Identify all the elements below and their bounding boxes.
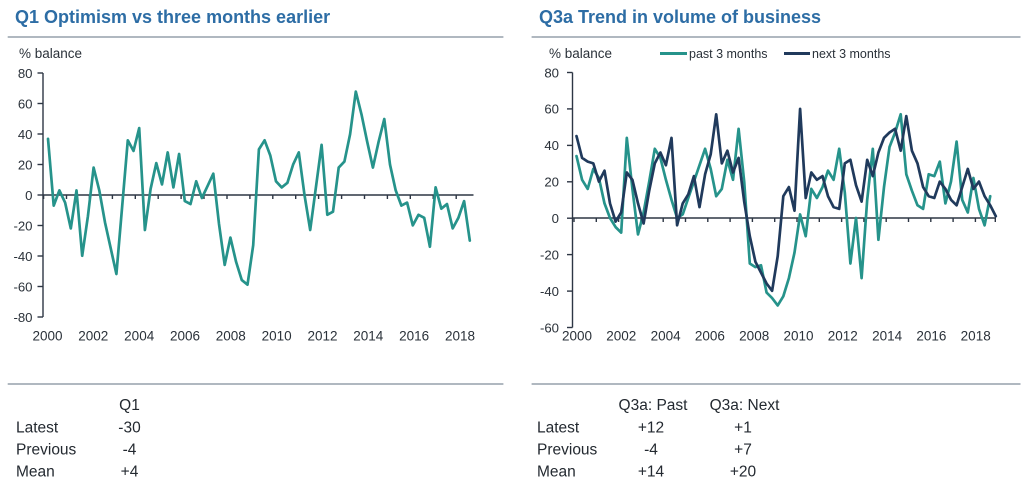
svg-text:2018: 2018 [961, 329, 991, 344]
svg-text:2004: 2004 [651, 329, 682, 344]
svg-text:Q3a: Next: Q3a: Next [710, 397, 780, 414]
svg-text:Q1 Optimism vs three months ea: Q1 Optimism vs three months earlier [15, 7, 330, 27]
svg-text:Q3a: Past: Q3a: Past [619, 397, 689, 414]
svg-text:+20: +20 [730, 464, 757, 481]
svg-text:+7: +7 [734, 442, 752, 459]
svg-text:-40: -40 [540, 284, 559, 299]
svg-text:2012: 2012 [828, 329, 858, 344]
svg-text:-40: -40 [13, 249, 32, 264]
svg-text:-20: -20 [540, 247, 559, 262]
svg-text:80: 80 [18, 66, 33, 81]
svg-text:2002: 2002 [606, 329, 636, 344]
svg-text:Latest: Latest [537, 419, 580, 436]
svg-text:% balance: % balance [19, 46, 82, 61]
svg-text:2012: 2012 [307, 329, 337, 344]
svg-text:20: 20 [544, 175, 559, 190]
svg-text:60: 60 [18, 96, 33, 111]
svg-text:80: 80 [544, 65, 559, 80]
svg-text:-4: -4 [644, 442, 658, 459]
svg-text:-60: -60 [13, 279, 32, 294]
svg-text:2000: 2000 [32, 329, 62, 344]
svg-text:2004: 2004 [124, 329, 155, 344]
svg-text:Mean: Mean [537, 464, 576, 481]
svg-text:past 3 months: past 3 months [689, 47, 768, 61]
svg-text:40: 40 [544, 138, 559, 153]
svg-text:Latest: Latest [16, 419, 59, 436]
svg-text:-80: -80 [13, 310, 32, 325]
svg-text:2014: 2014 [353, 329, 384, 344]
svg-text:20: 20 [18, 157, 33, 172]
svg-text:2008: 2008 [216, 329, 246, 344]
svg-text:2006: 2006 [170, 329, 200, 344]
svg-text:0: 0 [552, 211, 559, 226]
svg-text:Previous: Previous [537, 442, 598, 459]
svg-text:2016: 2016 [916, 329, 946, 344]
svg-text:-20: -20 [13, 218, 32, 233]
svg-text:+12: +12 [638, 419, 664, 436]
svg-text:+14: +14 [638, 464, 665, 481]
svg-text:+1: +1 [734, 419, 752, 436]
svg-text:Q3a Trend in volume of busines: Q3a Trend in volume of business [539, 7, 821, 27]
svg-text:Mean: Mean [16, 464, 55, 481]
svg-text:2008: 2008 [739, 329, 769, 344]
svg-text:60: 60 [544, 102, 559, 117]
svg-text:+4: +4 [121, 464, 139, 481]
svg-text:2002: 2002 [78, 329, 108, 344]
svg-text:% balance: % balance [549, 46, 612, 61]
svg-text:Q1: Q1 [119, 397, 140, 414]
svg-text:2000: 2000 [562, 329, 592, 344]
svg-text:0: 0 [25, 188, 32, 203]
svg-text:2016: 2016 [399, 329, 429, 344]
svg-text:40: 40 [18, 127, 33, 142]
svg-text:2018: 2018 [445, 329, 475, 344]
svg-text:2014: 2014 [872, 329, 903, 344]
svg-text:2010: 2010 [262, 329, 292, 344]
svg-text:-60: -60 [540, 320, 559, 335]
svg-text:Previous: Previous [16, 442, 77, 459]
svg-text:2006: 2006 [695, 329, 725, 344]
svg-text:2010: 2010 [783, 329, 813, 344]
svg-text:next 3 months: next 3 months [812, 47, 891, 61]
svg-text:-30: -30 [118, 419, 141, 436]
svg-text:-4: -4 [123, 442, 137, 459]
